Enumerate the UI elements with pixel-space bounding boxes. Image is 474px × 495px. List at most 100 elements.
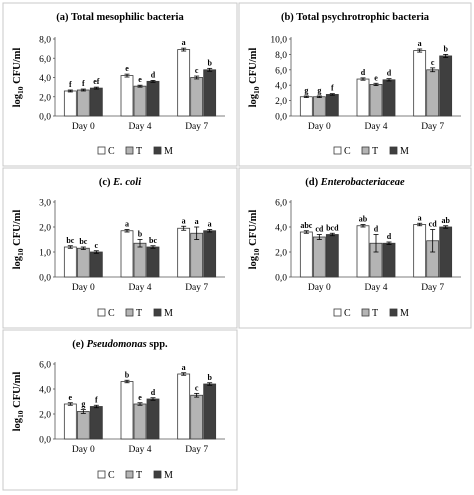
y-axis-label-part: log [12, 255, 23, 269]
y-tick-label: 6,0 [39, 361, 51, 371]
y-axis-label-part: log [248, 93, 259, 107]
bar-C [299, 96, 313, 117]
bar-T [312, 96, 326, 117]
y-axis-label-part: CFU/ml [12, 48, 23, 87]
chart-title: (e) Pseudomonas spp. [72, 339, 168, 350]
bar-M [439, 55, 453, 117]
legend-swatch-M [153, 470, 162, 479]
y-axis-label-part: log [248, 255, 259, 269]
bar-T [76, 247, 90, 278]
significance-letter: a [195, 217, 199, 226]
bar-C [413, 50, 427, 117]
significance-letter: d [387, 69, 392, 78]
significance-letter: d [387, 232, 392, 241]
legend-label: M [164, 470, 173, 481]
legend-swatch-T [361, 308, 370, 317]
y-tick-label: 4,0 [275, 82, 287, 92]
significance-letter: e [69, 393, 73, 402]
bar-T [133, 403, 147, 440]
x-tick-label: Day 0 [72, 445, 95, 455]
x-tick-label: Day 4 [129, 283, 152, 293]
y-axis-label-part: CFU/ml [12, 210, 23, 249]
x-tick-label: Day 0 [72, 283, 95, 293]
y-tick-label: 0,0 [39, 436, 51, 446]
significance-letter: bcd [326, 223, 339, 232]
legend-label: T [136, 146, 142, 157]
chart-panel-4: (d) Enterobacteriaceae 0,0 2,0 4,0 6,0 log10 … [238, 167, 472, 329]
chart-title-part: (e) [72, 339, 86, 350]
chart-title-part: E. coli [112, 177, 141, 188]
bar-T [133, 242, 147, 278]
bar-M [89, 87, 103, 117]
bar-C [63, 90, 77, 117]
y-axis-label-part: 10 [252, 86, 261, 94]
legend-label: M [400, 308, 409, 319]
significance-letter: bc [79, 237, 87, 246]
significance-letter: f [82, 79, 85, 88]
bar-M [203, 383, 217, 440]
y-tick-label: 0,0 [39, 274, 51, 284]
significance-letter: cd [429, 220, 438, 229]
legend-swatch-C [333, 308, 342, 317]
bar-C [356, 78, 370, 117]
significance-letter: cd [315, 225, 324, 234]
bar-T [190, 77, 204, 117]
significance-letter: d [151, 388, 156, 397]
significance-letter: e [125, 64, 129, 73]
significance-letter: c [195, 66, 199, 75]
legend-swatch-T [361, 146, 370, 155]
bar-M [89, 251, 103, 278]
y-tick-label: 3,0 [39, 199, 51, 209]
y-axis-label-part: CFU/ml [248, 48, 259, 87]
bar-M [325, 94, 339, 117]
significance-letter: f [331, 84, 334, 93]
chart-title: (b) Total psychrotrophic bacteria [281, 12, 430, 23]
significance-letter: d [374, 225, 379, 234]
significance-letter: g [81, 400, 85, 409]
x-tick-label: Day 7 [185, 122, 208, 132]
significance-letter: b [207, 373, 212, 382]
y-tick-label: 6,0 [39, 55, 51, 65]
chart-panel-1: (a) Total mesophilic bacteria 0,0 2,0 4,0 6,… [2, 2, 238, 167]
bar-M [146, 398, 160, 440]
chart-title-part: (d) [305, 177, 320, 188]
bar-C [299, 231, 313, 278]
significance-letter: a [418, 213, 422, 222]
bar-C [63, 246, 77, 278]
y-tick-label: 6,0 [275, 66, 287, 76]
x-tick-label: Day 4 [129, 445, 152, 455]
y-axis-label-part: 10 [252, 248, 261, 256]
significance-letter: b [125, 370, 130, 379]
legend-swatch-T [125, 308, 134, 317]
y-axis-label-part: 10 [16, 248, 25, 256]
bar-M [382, 79, 396, 117]
x-tick-label: Day 0 [72, 122, 95, 132]
significance-letter: bc [149, 236, 157, 245]
legend-label: C [344, 146, 351, 157]
significance-letter: c [195, 383, 199, 392]
legend-swatch-C [333, 146, 342, 155]
y-tick-label: 6,0 [275, 199, 287, 209]
significance-letter: a [182, 38, 186, 47]
y-axis-label: log10 CFU/ml [12, 372, 25, 432]
y-axis-label: log10 CFU/ml [12, 48, 25, 108]
legend-label: M [164, 308, 173, 319]
y-axis-label-part: log [12, 93, 23, 107]
legend-label: T [372, 146, 378, 157]
legend-label: C [108, 470, 115, 481]
y-tick-label: 2,0 [39, 93, 51, 103]
significance-letter: g [317, 86, 321, 95]
chart-title-part: Enterobacteriaceae [320, 177, 405, 188]
chart-title-part: (c) [99, 177, 113, 188]
bar-M [146, 246, 160, 278]
legend-swatch-C [97, 470, 106, 479]
y-tick-label: 2,0 [275, 97, 287, 107]
bar-M [203, 230, 217, 278]
legend-swatch-M [153, 146, 162, 155]
legend-label: M [164, 146, 173, 157]
y-tick-label: 0,0 [275, 274, 287, 284]
bar-C [120, 230, 134, 278]
legend-swatch-M [389, 146, 398, 155]
bar-M [203, 69, 217, 117]
